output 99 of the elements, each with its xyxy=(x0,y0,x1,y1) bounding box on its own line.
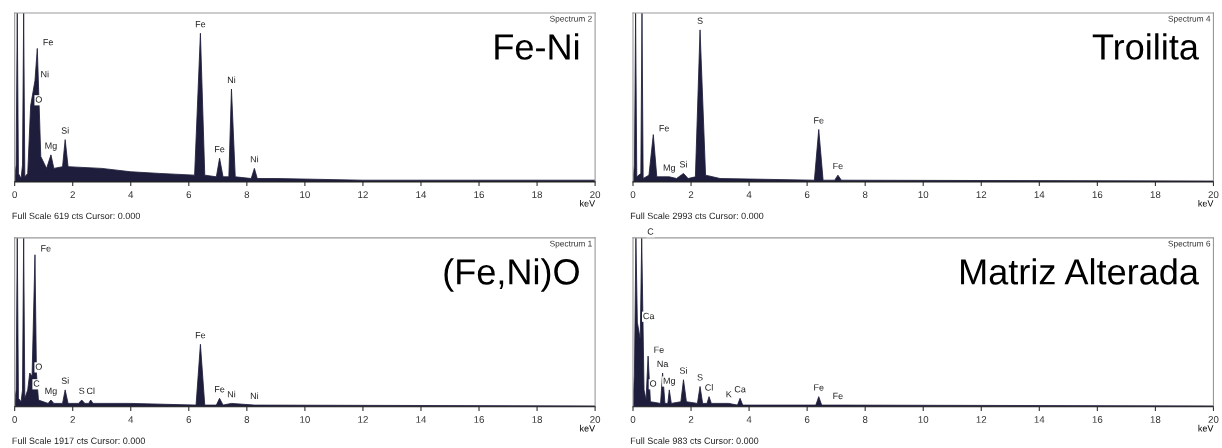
x-tick-label: 6 xyxy=(804,416,810,423)
x-tick-label: 16 xyxy=(474,416,484,423)
text: Full Scale 619 cts Cursor: 0.000 xyxy=(12,212,140,220)
x-tick-label: 12 xyxy=(976,191,987,198)
annotation: Fe xyxy=(215,145,225,153)
x-tick-label: 8 xyxy=(244,416,250,423)
annotation: Fe xyxy=(215,386,225,393)
x-tick-label: 8 xyxy=(862,191,868,199)
x-tick-label: 18 xyxy=(532,416,543,423)
x-tick-label: 14 xyxy=(1034,416,1045,423)
x-tick-label: 4 xyxy=(128,416,134,423)
x-tick-label: 12 xyxy=(358,191,368,198)
annotation: Ca xyxy=(643,312,655,320)
annotation: Si xyxy=(61,377,69,384)
x-tick-label: 10 xyxy=(918,191,929,199)
text: Full Scale 983 cts Cursor: 0.000 xyxy=(630,437,759,444)
x-tick-label: 0 xyxy=(12,191,17,199)
annotation: Ni xyxy=(250,392,259,400)
annotation: S xyxy=(79,387,85,395)
annotation: Si xyxy=(679,160,687,168)
x-tick-label: 14 xyxy=(1034,191,1045,198)
annotation: C xyxy=(33,380,40,387)
annotation: Fe xyxy=(833,392,843,400)
chart-title: Matriz Alterada xyxy=(961,258,1199,285)
chart-subtitle: Spectrum 6 xyxy=(1168,240,1211,249)
x-tick-label: 0 xyxy=(630,416,636,423)
x-tick-label: 0 xyxy=(12,416,17,423)
chart-title: Troilita xyxy=(1092,33,1199,60)
annotation: Fe xyxy=(41,245,51,252)
annotation: Mg xyxy=(663,377,675,386)
annotation: S xyxy=(697,17,703,24)
annotation: O xyxy=(35,96,42,103)
x-tick-label: 10 xyxy=(300,416,310,423)
x-tick-label: 6 xyxy=(186,191,192,199)
annotation: Cl xyxy=(86,387,95,395)
x-axis-title: keV xyxy=(580,199,596,207)
x-axis-title: keV xyxy=(1198,424,1214,432)
annotation: Ni xyxy=(41,70,49,78)
annotation: Fe xyxy=(659,125,669,132)
x-tick-label: 20 xyxy=(1208,191,1219,199)
text: (Fe,Ni)O xyxy=(444,258,579,292)
annotation: Fe xyxy=(814,117,824,124)
x-tick-label: 14 xyxy=(416,416,427,423)
annotation: Ni xyxy=(250,155,259,163)
annotation: Ni xyxy=(227,390,236,398)
x-tick-label: 4 xyxy=(128,191,134,198)
annotation: Fe xyxy=(814,384,824,391)
x-tick-label: 14 xyxy=(416,191,427,198)
x-tick-label: 10 xyxy=(918,416,929,423)
x-tick-label: 2 xyxy=(688,191,694,198)
x-tick-label: 8 xyxy=(862,416,868,423)
x-tick-label: 2 xyxy=(70,191,75,198)
x-tick-label: 2 xyxy=(70,416,75,423)
x-tick-label: 8 xyxy=(244,191,250,199)
x-tick-label: 6 xyxy=(186,416,192,423)
x-tick-label: 4 xyxy=(746,191,752,198)
x-tick-label: 10 xyxy=(300,191,310,199)
annotation: Na xyxy=(657,360,669,368)
x-tick-label: 18 xyxy=(1150,191,1161,199)
annotation: Fe xyxy=(833,162,843,170)
x-tick-label: 16 xyxy=(474,191,484,199)
chart-subtitle: Spectrum 1 xyxy=(549,240,592,249)
annotation: Fe xyxy=(654,346,664,353)
chart-subtitle: Spectrum 4 xyxy=(1168,15,1211,24)
annotation: Si xyxy=(61,127,69,134)
chart-subtitle: Spectrum 2 xyxy=(549,15,592,24)
annotation: Fe xyxy=(195,21,206,28)
annotation: O xyxy=(35,363,42,370)
x-tick-label: 20 xyxy=(590,191,601,199)
annotation: Ca xyxy=(734,386,746,393)
x-tick-label: 4 xyxy=(746,416,752,423)
annotation: Cl xyxy=(705,384,713,391)
x-axis-title: keV xyxy=(1198,199,1214,207)
annotation: C xyxy=(647,228,654,235)
annotation: Mg xyxy=(45,142,57,151)
x-tick-label: 0 xyxy=(630,191,636,199)
x-axis-title: keV xyxy=(580,424,596,432)
annotation: Fe xyxy=(43,38,53,46)
annotation: Ni xyxy=(227,76,236,83)
x-tick-label: 16 xyxy=(1092,416,1103,423)
annotation: Mg xyxy=(663,164,675,173)
x-tick-label: 2 xyxy=(688,416,694,423)
x-tick-label: 12 xyxy=(976,416,987,423)
annotation: S xyxy=(697,374,703,381)
chart-title: Fe-Ni xyxy=(495,33,579,60)
x-tick-label: 20 xyxy=(1208,416,1219,423)
text: Full Scale 1917 cts Cursor: 0.000 xyxy=(12,437,146,444)
annotation: Mg xyxy=(45,387,57,396)
text: Full Scale 2993 cts Cursor: 0.000 xyxy=(630,212,764,220)
annotation: Fe xyxy=(195,332,206,339)
x-tick-label: 16 xyxy=(1092,191,1103,199)
annotation: K xyxy=(726,391,732,398)
x-tick-label: 18 xyxy=(532,191,543,199)
x-tick-label: 20 xyxy=(590,416,601,423)
x-tick-label: 6 xyxy=(804,191,810,199)
annotation: O xyxy=(650,380,657,387)
annotation: Si xyxy=(679,367,687,374)
x-tick-label: 18 xyxy=(1150,416,1161,423)
x-tick-label: 12 xyxy=(358,416,368,423)
